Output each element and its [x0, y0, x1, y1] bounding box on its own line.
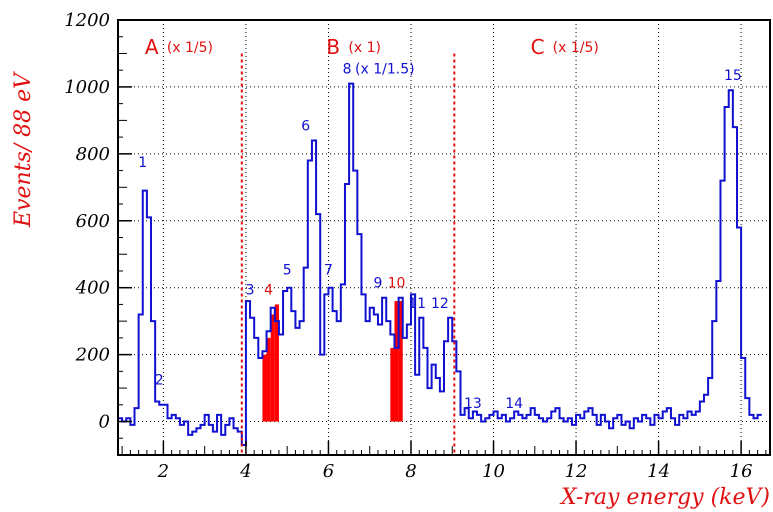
highlight-bar: [274, 304, 279, 422]
x-tick-label: 12: [565, 461, 588, 482]
x-tick-label: 8: [405, 461, 416, 482]
y-tick-label: 400: [75, 278, 110, 299]
y-tick-label: 600: [76, 211, 110, 232]
y-tick-label: 1200: [64, 10, 110, 31]
highlight-bar: [266, 337, 271, 422]
peak-label: 3: [246, 282, 255, 298]
y-tick-label: 0: [99, 412, 110, 433]
peak-label: 13: [464, 396, 482, 412]
peak-label: 9: [374, 276, 383, 292]
region-scale: (x 1): [348, 40, 381, 56]
region-scale: (x 1/5): [553, 40, 599, 56]
x-tick-label: 4: [239, 461, 251, 482]
x-tick-label: 10: [482, 461, 505, 482]
highlight-bar: [390, 347, 395, 422]
peak-label: 12: [431, 296, 449, 312]
peak-scale: (x 1/1.5): [355, 62, 415, 78]
x-tick-label: 16: [730, 461, 753, 482]
peak-label: 7: [324, 262, 333, 278]
region-dividers: [240, 53, 456, 455]
peak-label: 15: [724, 68, 742, 84]
y-tick-label: 200: [75, 345, 110, 366]
highlight-bar: [262, 354, 267, 422]
x-axis-title: X-ray energy (keV): [559, 485, 770, 510]
peak-label: 4: [264, 282, 273, 298]
y-tick-label: 800: [76, 144, 110, 165]
peak-label: 10: [388, 276, 406, 292]
peak-label: 8: [343, 62, 352, 78]
x-tick-label: 6: [323, 461, 334, 482]
y-axis-title: Events/ 88 eV: [11, 71, 36, 228]
x-tick-label: 2: [157, 461, 169, 482]
grid-lines: [118, 19, 770, 455]
highlight-bars: [262, 301, 403, 422]
histogram-line: [118, 82, 762, 446]
x-tick-label: 14: [647, 461, 670, 482]
x-tick-labels: 2 4 6 8 10 12 14 16: [157, 461, 753, 482]
region-label: C: [531, 35, 545, 59]
y-tick-labels: 0 200 400 600 800 1000 1200: [64, 10, 110, 433]
region-label: A: [145, 35, 159, 59]
peak-label: 1: [138, 155, 147, 171]
peak-label: 6: [301, 118, 310, 134]
axis-ticks: [118, 19, 767, 456]
region-labels: A (x 1/5) B (x 1) C (x 1/5): [145, 35, 599, 59]
highlight-bar: [394, 301, 399, 422]
region-scale: (x 1/5): [167, 40, 213, 56]
peak-label: 2: [155, 373, 164, 389]
peak-label: 14: [505, 396, 523, 412]
peak-label: 5: [283, 262, 292, 278]
y-tick-label: 1000: [64, 77, 110, 98]
region-label: B: [326, 35, 340, 59]
peak-label: 11: [408, 296, 426, 312]
highlight-bar: [270, 314, 275, 422]
highlight-bar: [398, 301, 403, 422]
